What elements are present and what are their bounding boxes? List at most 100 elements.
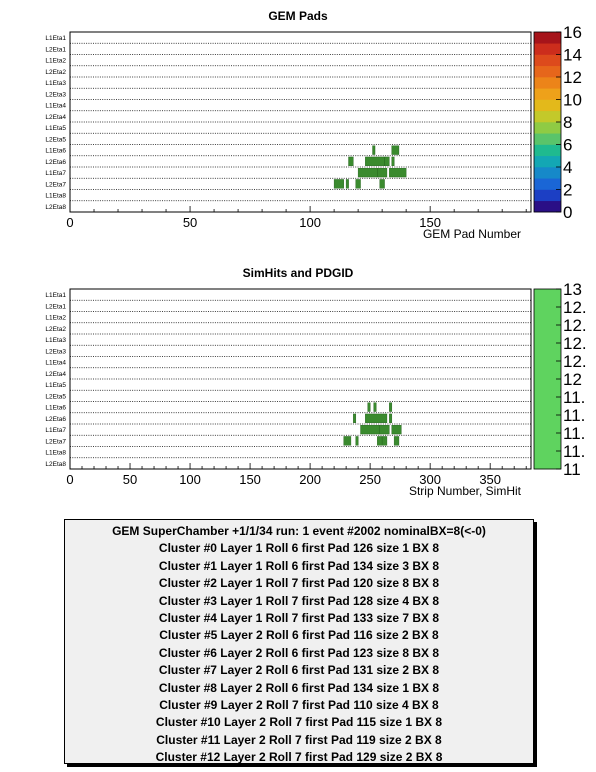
- z-tick-label: 12: [563, 370, 582, 389]
- row-label: L1Eta6: [45, 148, 66, 155]
- z-tick-label: 6: [563, 136, 572, 155]
- row-label: L2Eta4: [45, 114, 66, 121]
- row-label: L1Eta6: [45, 405, 66, 412]
- row-label: L2Eta4: [45, 371, 66, 378]
- data-cell: [353, 413, 357, 423]
- cluster-line: Cluster #10 Layer 2 Roll 7 first Pad 115…: [155, 715, 443, 730]
- x-tick-label: 0: [66, 472, 73, 487]
- z-tick-label: 11.: [563, 406, 585, 425]
- cluster-info-box: GEM SuperChamber +1/1/34 run: 1 event #2…: [64, 519, 534, 764]
- x-tick-label: 150: [239, 472, 261, 487]
- row-label: L1Eta7: [45, 170, 66, 177]
- row-label: L2Eta7: [45, 181, 66, 188]
- data-cell: [373, 402, 377, 412]
- row-label: L2Eta3: [45, 91, 66, 98]
- data-cell: [348, 156, 354, 166]
- row-label: L2Eta2: [45, 69, 66, 76]
- cluster-line: Cluster #9 Layer 2 Roll 7 first Pad 110 …: [159, 697, 439, 712]
- cluster-line: Cluster #2 Layer 1 Roll 7 first Pad 120 …: [158, 576, 440, 591]
- pads-title: GEM Pads: [268, 9, 328, 23]
- data-cell: [379, 424, 390, 435]
- row-label: L1Eta3: [45, 337, 66, 344]
- row-label: L2Eta6: [45, 416, 66, 423]
- x-tick-label: 350: [479, 472, 501, 487]
- data-cell: [343, 436, 352, 446]
- data-cell: [384, 156, 390, 166]
- data-cell: [333, 179, 344, 189]
- row-label: L1Eta2: [45, 58, 66, 65]
- data-cell: [365, 156, 385, 166]
- x-axis-label: Strip Number, SimHit: [409, 484, 522, 498]
- cluster-line: Cluster #6 Layer 2 Roll 6 first Pad 123 …: [158, 645, 440, 660]
- data-cell: [360, 424, 380, 435]
- data-cell: [357, 167, 378, 178]
- cluster-line: Cluster #1 Layer 1 Roll 6 first Pad 134 …: [158, 558, 440, 573]
- z-tick-label: 12: [563, 68, 582, 87]
- row-label: L1Eta1: [45, 35, 66, 42]
- data-cell: [367, 402, 371, 412]
- z-tick-label: 0: [563, 203, 572, 222]
- data-cell: [345, 179, 349, 189]
- row-label: L1Eta5: [45, 382, 66, 389]
- data-cell: [372, 145, 376, 155]
- row-label: L1Eta1: [45, 292, 66, 299]
- z-tick-label: 2: [563, 181, 572, 200]
- data-cell: [393, 436, 400, 446]
- data-cell: [377, 167, 388, 178]
- x-tick-label: 100: [179, 472, 201, 487]
- row-label: L1Eta4: [45, 360, 66, 367]
- row-label: L1Eta3: [45, 80, 66, 87]
- row-label: L1Eta8: [45, 193, 66, 200]
- z-tick-label: 16: [563, 23, 582, 42]
- z-tick-label: 10: [563, 91, 582, 110]
- x-tick-label: 0: [66, 215, 73, 230]
- row-label: L2Eta1: [45, 46, 66, 53]
- cluster-line: Cluster #8 Layer 2 Roll 6 first Pad 134 …: [158, 680, 440, 695]
- data-cell: [355, 179, 361, 189]
- row-label: L1Eta2: [45, 315, 66, 322]
- gem-pads-chart: L1Eta1 L2Eta1 L1Eta2 L2Eta2 L1Eta3 L2Eta3 L1Et…: [45, 23, 582, 241]
- cluster-line: Cluster #3 Layer 1 Roll 7 first Pad 128 …: [158, 593, 440, 608]
- cluster-line: Cluster #0 Layer 1 Roll 6 first Pad 126 …: [158, 541, 440, 556]
- x-tick-label: 100: [299, 215, 321, 230]
- z-tick-label: 4: [563, 158, 572, 177]
- row-label: L1Eta8: [45, 450, 66, 457]
- x-tick-label: 300: [419, 472, 441, 487]
- row-label: L2Eta5: [45, 136, 66, 143]
- row-label: L2Eta2: [45, 326, 66, 333]
- data-cell: [381, 436, 388, 446]
- data-cell: [389, 167, 407, 178]
- z-tick-label: 11: [563, 460, 581, 479]
- cluster-line: Cluster #12 Layer 2 Roll 7 first Pad 129…: [155, 750, 443, 765]
- cluster-line: Cluster #11 Layer 2 Roll 7 first Pad 119…: [156, 732, 442, 747]
- row-label: L2Eta6: [45, 159, 66, 166]
- x-axis-label: GEM Pad Number: [423, 227, 521, 241]
- z-tick-label: 8: [563, 113, 572, 132]
- data-cell: [391, 424, 402, 435]
- x-tick-label: 50: [123, 472, 137, 487]
- data-cell: [389, 402, 393, 412]
- row-label: L2Eta7: [45, 438, 66, 445]
- info-header: GEM SuperChamber +1/1/34 run: 1 event #2…: [112, 524, 486, 538]
- x-tick-label: 50: [183, 215, 197, 230]
- row-label: L2Eta8: [45, 461, 66, 468]
- cluster-line: Cluster #5 Layer 2 Roll 6 first Pad 116 …: [159, 628, 439, 643]
- z-tick-label: 12.: [563, 316, 587, 335]
- z-tick-label: 13: [563, 280, 582, 299]
- row-label: L2Eta8: [45, 204, 66, 211]
- data-cell: [355, 436, 359, 446]
- z-tick-label: 11.: [563, 442, 585, 461]
- data-cell: [365, 413, 388, 423]
- z-tick-label: 11.: [563, 388, 585, 407]
- row-label: L2Eta5: [45, 393, 66, 400]
- x-tick-label: 150: [419, 215, 441, 230]
- x-tick-label: 200: [299, 472, 321, 487]
- data-cell: [391, 145, 400, 155]
- data-cell: [379, 179, 385, 189]
- x-tick-label: 250: [359, 472, 381, 487]
- z-tick-label: 14: [563, 46, 582, 65]
- cluster-line: Cluster #4 Layer 1 Roll 7 first Pad 133 …: [158, 610, 440, 625]
- z-tick-label: 12.: [563, 298, 587, 317]
- z-tick-label: 11.: [563, 424, 585, 443]
- simhits-title: SimHits and PDGID: [242, 266, 354, 280]
